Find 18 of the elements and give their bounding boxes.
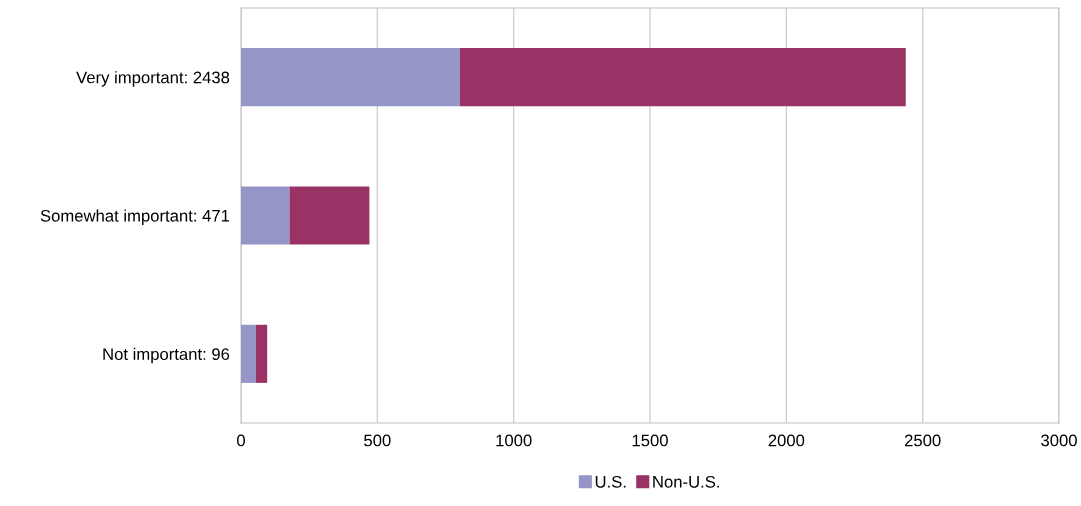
x-tick-label: 0 — [237, 434, 245, 447]
y-tick-label: Somewhat important: 471 — [40, 209, 230, 225]
x-tick-label: 1000 — [496, 434, 532, 447]
legend-label: U.S. — [595, 475, 626, 488]
legend-label: Non-U.S. — [653, 475, 719, 488]
bar — [289, 186, 370, 245]
bar — [241, 186, 290, 245]
x-tick-label: 1500 — [632, 434, 668, 447]
bar — [241, 48, 460, 107]
y-tick-label: Not important: 96 — [103, 347, 230, 364]
x-tick-label: 500 — [364, 434, 391, 447]
x-tick-label: 3000 — [1041, 434, 1077, 447]
bar — [241, 324, 256, 383]
bar — [459, 48, 906, 107]
bar — [256, 324, 268, 383]
x-tick-label: 2500 — [904, 434, 941, 447]
x-tick-label: 2000 — [768, 434, 805, 447]
y-tick-label: Very important: 2438 — [76, 71, 230, 87]
